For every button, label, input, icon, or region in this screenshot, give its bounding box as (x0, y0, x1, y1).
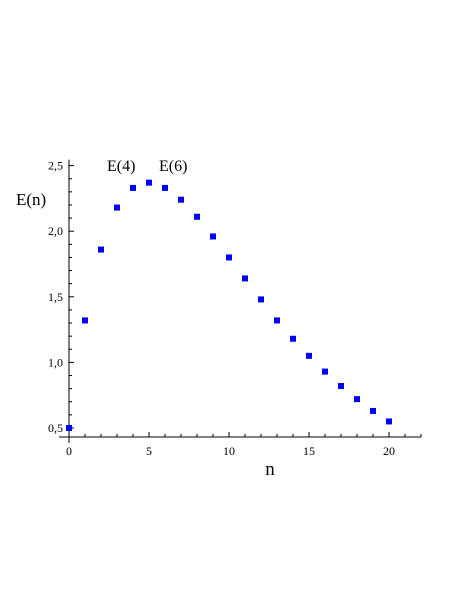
axes (59, 159, 421, 443)
y-tick-label: 0,5 (48, 421, 63, 435)
data-point (178, 196, 184, 203)
annotation-label: E(4) (107, 158, 135, 175)
data-point (370, 407, 376, 414)
data-point (306, 352, 312, 359)
annotation-label: E(6) (159, 158, 187, 175)
x-tick-label: 10 (223, 444, 235, 458)
data-point (146, 179, 152, 186)
data-point (338, 383, 344, 390)
data-point (82, 317, 88, 324)
data-point (114, 204, 120, 211)
x-axis-title: n (265, 459, 275, 480)
data-point (66, 425, 72, 431)
x-tick-label: 20 (383, 444, 395, 458)
y-tick-label: 1,0 (48, 355, 63, 369)
x-tick-label: 5 (146, 444, 152, 458)
y-axis-title: E(n) (16, 190, 46, 209)
x-tick-label: 0 (66, 444, 72, 458)
y-axis-ticks: 0,5 1,0 1,5 2,0 2,5 (48, 159, 74, 435)
x-axis-ticks: 0 5 10 15 20 (66, 432, 422, 458)
data-point (322, 368, 328, 375)
data-point (354, 396, 360, 403)
data-point (290, 335, 296, 342)
y-tick-label: 1,5 (48, 290, 63, 304)
data-point (242, 275, 248, 282)
data-point (226, 254, 232, 261)
data-point (258, 296, 264, 303)
data-points (66, 179, 392, 431)
x-tick-label: 15 (303, 444, 315, 458)
annotations: E(4) E(6) (107, 158, 187, 175)
y-tick-label: 2,5 (48, 159, 63, 173)
data-point (162, 184, 168, 191)
data-point (130, 184, 136, 191)
data-point (386, 418, 392, 425)
data-point (98, 246, 104, 253)
data-point (194, 213, 200, 220)
y-tick-label: 2,0 (48, 224, 63, 238)
data-point (210, 233, 216, 240)
data-point (274, 317, 280, 324)
